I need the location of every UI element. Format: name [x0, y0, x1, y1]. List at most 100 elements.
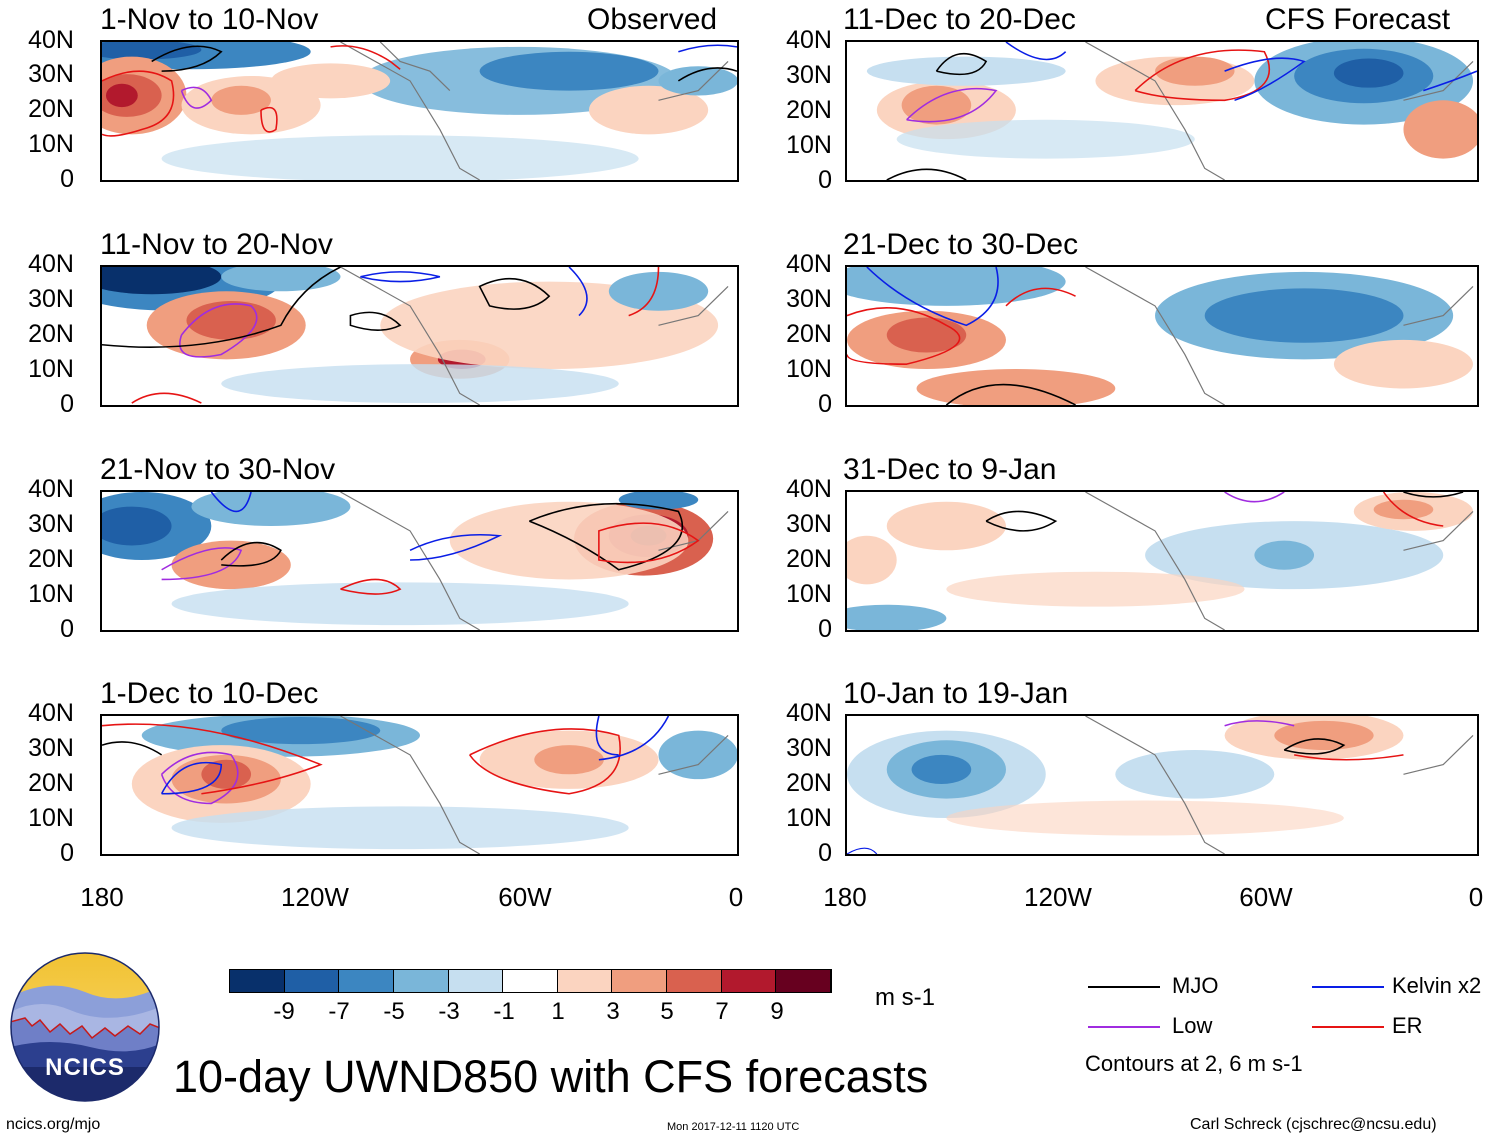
map-panel-1-dec [100, 714, 739, 856]
lat-label: 10N [786, 580, 832, 608]
panel-title: 10-Jan to 19-Jan [843, 677, 1069, 710]
panel-tag-observed: Observed [587, 3, 718, 36]
colorbar-label: 7 [715, 998, 729, 1025]
footer-timestamp: Mon 2017-12-11 1120 UTC [667, 1121, 800, 1133]
lat-label: 40N [28, 250, 74, 278]
colorbar-swatch [448, 970, 504, 992]
lon-label: 60W [498, 882, 552, 912]
legend-label-low: Low [1172, 1013, 1213, 1038]
colorbar-swatch [721, 970, 777, 992]
lat-label: 30N [786, 510, 832, 538]
figure-title: 10-day UWND850 with CFS forecasts [173, 1051, 929, 1102]
lat-label: 10N [28, 804, 74, 832]
lon-label: 60W [1239, 882, 1293, 912]
colorbar-swatch [284, 970, 340, 992]
lon-label: 180 [80, 882, 124, 912]
map-panel-10-jan [845, 714, 1479, 856]
lat-label: 20N [28, 545, 74, 573]
footer-author: Carl Schreck (cjschrec@ncsu.edu) [1190, 1116, 1437, 1133]
colorbar-swatch [776, 970, 832, 992]
lat-label: 40N [28, 475, 74, 503]
legend-label-mjo: MJO [1172, 973, 1219, 998]
lat-label: 30N [28, 734, 74, 762]
panel-title: 1-Dec to 10-Dec [100, 677, 319, 710]
lat-label: 0 [818, 839, 832, 867]
legend-swatch-kelvin [1312, 986, 1384, 988]
lat-label: 10N [28, 130, 74, 158]
lat-label: 0 [60, 165, 74, 193]
anomaly-map [847, 42, 1477, 180]
panel-title: 1-Nov to 10-Nov [100, 3, 319, 36]
lat-label: 30N [786, 734, 832, 762]
map-panel-21-nov [100, 490, 739, 632]
lat-label: 0 [818, 166, 832, 194]
lat-label: 10N [786, 804, 832, 832]
colorbar-label: -9 [273, 998, 295, 1025]
colorbar-label: -7 [328, 998, 350, 1025]
colorbar-label: -1 [493, 998, 515, 1025]
panel-tag-cfs-forecast: CFS Forecast [1265, 3, 1451, 36]
panel-title: 31-Dec to 9-Jan [843, 453, 1057, 486]
lat-label: 20N [28, 769, 74, 797]
logo-graphic [10, 952, 160, 1102]
colorbar-swatch [667, 970, 722, 992]
lon-label: 0 [728, 882, 744, 912]
lat-label: 40N [786, 26, 832, 54]
logo-text: NCICS [45, 1054, 125, 1081]
legend-swatch-low [1088, 1026, 1160, 1028]
panel-title: 11-Dec to 20-Dec [843, 3, 1076, 36]
lat-label: 10N [786, 355, 832, 383]
colorbar-label: 5 [660, 998, 674, 1025]
colorbar-swatch [393, 970, 449, 992]
panel-title: 21-Dec to 30-Dec [843, 228, 1079, 261]
map-panel-11-dec [845, 40, 1479, 182]
legend-swatch-mjo [1088, 986, 1160, 988]
lon-label: 120W [1024, 882, 1092, 912]
legend-note: Contours at 2, 6 m s-1 [1085, 1051, 1303, 1076]
lat-label: 40N [786, 475, 832, 503]
lat-label: 10N [28, 355, 74, 383]
lat-label: 0 [818, 390, 832, 418]
colorbar-swatch [612, 970, 668, 992]
lat-label: 10N [786, 131, 832, 159]
lon-label: 120W [281, 882, 349, 912]
anomaly-map [102, 42, 737, 180]
colorbar [229, 969, 832, 993]
lat-label: 30N [786, 285, 832, 313]
colorbar-swatch [339, 970, 394, 992]
lat-label: 30N [28, 510, 74, 538]
footer-url[interactable]: ncics.org/mjo [6, 1116, 101, 1133]
lat-label: 30N [786, 61, 832, 89]
lat-label: 40N [28, 699, 74, 727]
panel-title: 21-Nov to 30-Nov [100, 453, 336, 486]
map-panel-21-dec [845, 265, 1479, 407]
lat-label: 10N [28, 580, 74, 608]
legend-swatch-er [1312, 1026, 1384, 1028]
lon-label: 180 [823, 882, 867, 912]
colorbar-label: 1 [551, 998, 565, 1025]
colorbar-units: m s-1 [875, 984, 935, 1011]
lat-label: 40N [786, 250, 832, 278]
lat-label: 20N [28, 320, 74, 348]
lat-label: 20N [28, 95, 74, 123]
colorbar-label: -5 [383, 998, 405, 1025]
lat-label: 20N [786, 769, 832, 797]
lat-label: 30N [28, 60, 74, 88]
anomaly-map [102, 492, 737, 630]
lat-label: 0 [818, 615, 832, 643]
lat-label: 40N [28, 26, 74, 54]
lat-label: 40N [786, 699, 832, 727]
colorbar-swatch [503, 970, 558, 992]
colorbar-swatch [557, 970, 613, 992]
lat-label: 20N [786, 320, 832, 348]
lat-label: 30N [28, 285, 74, 313]
colorbar-label: 9 [770, 998, 784, 1025]
map-panel-11-nov [100, 265, 739, 407]
legend-label-er: ER [1392, 1013, 1423, 1038]
lat-label: 0 [60, 615, 74, 643]
anomaly-map [847, 716, 1477, 854]
colorbar-label: -3 [438, 998, 460, 1025]
anomaly-map [102, 716, 737, 854]
lat-label: 0 [60, 839, 74, 867]
anomaly-map [847, 267, 1477, 405]
